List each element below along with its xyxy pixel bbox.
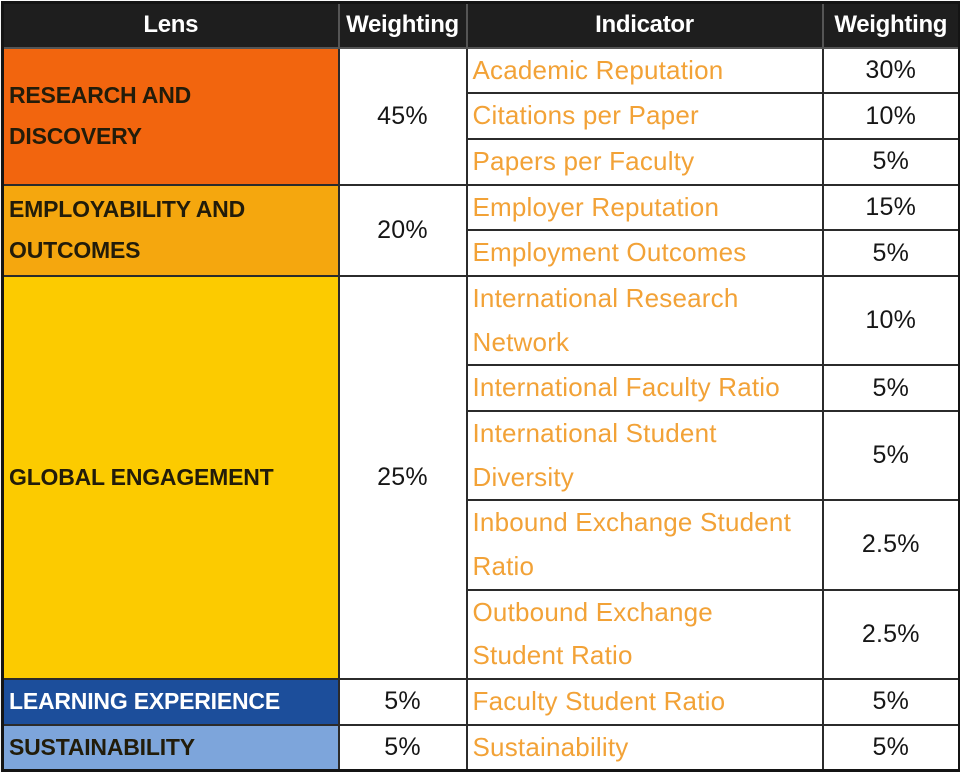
indicator-weighting-cell: 5% [821,409,960,502]
table-row: Outbound Exchange Student Ratio 2.5% [3,588,960,680]
indicator-label: Diversity [472,461,574,492]
lens-weighting-cell: 25% [337,274,468,680]
table-body: RESEARCH AND DISCOVERY 45% Academic Repu… [1,46,960,772]
lens-weighting-cell: 5% [337,677,468,726]
lens-label-line: LEARNING EXPERIENCE [9,688,280,715]
indicator-cell-international-faculty-ratio: International Faculty Ratio [465,364,824,412]
indicator-weighting-cell: 5% [821,364,960,412]
header-row: Lens Weighting Indicator Weighting [1,1,960,49]
indicator-label: Ratio [472,550,535,581]
indicator-weighting-cell: 2.5% [821,588,960,680]
table-row: GLOBAL ENGAGEMENT 25% International Rese… [1,274,960,680]
table-row: SUSTAINABILITY 5% Sustainability 5% [1,723,960,772]
indicator-cell-international-research-network: International Research Network [465,274,824,367]
indicator-label: Employer Reputation [472,191,720,222]
indicator-label: Faculty Student Ratio [472,685,726,716]
indicator-cell-papers-per-faculty: Papers per Faculty [465,137,824,186]
indicator-cell-academic-reputation: Academic Reputation [465,46,824,95]
lens-cell-global-engagement: GLOBAL ENGAGEMENT [1,274,340,680]
indicator-weighting-cell: 10% [821,274,960,367]
lens-weighting-cell: 20% [337,183,468,277]
lens-cell-research-and-discovery: RESEARCH AND DISCOVERY [1,46,340,186]
lens-label-line: RESEARCH AND [9,82,192,109]
indicator-label: Sustainability [472,731,629,762]
indicator-cell-employer-reputation: Employer Reputation [465,183,824,232]
indicator-label: Network [472,326,570,357]
table-row: Papers per Faculty 5% [3,137,960,186]
indicator-label: Inbound Exchange Student [472,507,792,538]
indicator-cell-citations-per-paper: Citations per Paper [465,92,824,140]
indicator-cell-inbound-exchange-student-ratio: Inbound Exchange Student Ratio [465,499,824,591]
indicator-label: Employment Outcomes [472,237,747,268]
indicator-weighting-cell: 5% [821,229,960,277]
table-header: Lens Weighting Indicator Weighting [1,1,960,49]
table-row: Employment Outcomes 5% [3,229,960,277]
table-row: International Student Diversity 5% [3,409,960,502]
indicator-weighting-cell: 5% [821,137,960,186]
indicator-weighting-cell: 30% [821,46,960,95]
lens-label-line: SUSTAINABILITY [9,733,195,760]
lens-label-line: OUTCOMES [9,237,141,264]
header-lens: Lens [1,1,340,49]
indicator-weighting-cell: 15% [821,183,960,232]
indicator-cell-employment-outcomes: Employment Outcomes [465,229,824,277]
indicator-weighting-cell: 2.5% [821,499,960,591]
indicator-weighting-cell: 10% [821,92,960,140]
indicator-label: Academic Reputation [472,54,724,85]
indicator-label: Papers per Faculty [472,145,695,176]
table-row: RESEARCH AND DISCOVERY 45% Academic Repu… [1,46,960,186]
indicator-label: Student Ratio [472,640,633,671]
header-indicator: Indicator [465,1,824,49]
header-lens-weighting: Weighting [337,1,468,49]
lens-label-line: EMPLOYABILITY AND [9,196,245,223]
indicator-cell-sustainability: Sustainability [465,723,824,772]
indicator-cell-outbound-exchange-student-ratio: Outbound Exchange Student Ratio [465,588,824,680]
lens-weighting-cell: 5% [337,723,468,772]
indicator-label: International Student [472,417,717,448]
indicator-cell-international-student-diversity: International Student Diversity [465,409,824,502]
lens-label-line: GLOBAL ENGAGEMENT [9,463,274,490]
indicator-label: International Faculty Ratio [472,372,780,403]
indicator-weighting-cell: 5% [821,723,960,772]
table-row: LEARNING EXPERIENCE 5% Faculty Student R… [1,677,960,726]
indicator-label: Citations per Paper [472,100,699,131]
lens-cell-learning-experience: LEARNING EXPERIENCE [1,677,340,726]
lens-weighting-cell: 45% [337,46,468,186]
header-indicator-weighting: Weighting [821,1,960,49]
table-row: Inbound Exchange Student Ratio 2.5% [3,499,960,591]
lens-cell-employability-and-outcomes: EMPLOYABILITY AND OUTCOMES [1,183,340,277]
table-row: Citations per Paper 10% [3,92,960,140]
indicator-cell-faculty-student-ratio: Faculty Student Ratio [465,677,824,726]
table-row: EMPLOYABILITY AND OUTCOMES 20% Employer … [1,183,960,277]
indicator-weighting-cell: 5% [821,677,960,726]
indicator-label: International Research [472,282,739,313]
lens-cell-sustainability: SUSTAINABILITY [1,723,340,772]
indicator-label: Outbound Exchange [472,596,713,627]
table-row: International Faculty Ratio 5% [3,364,960,412]
lens-label-line: DISCOVERY [9,123,142,149]
